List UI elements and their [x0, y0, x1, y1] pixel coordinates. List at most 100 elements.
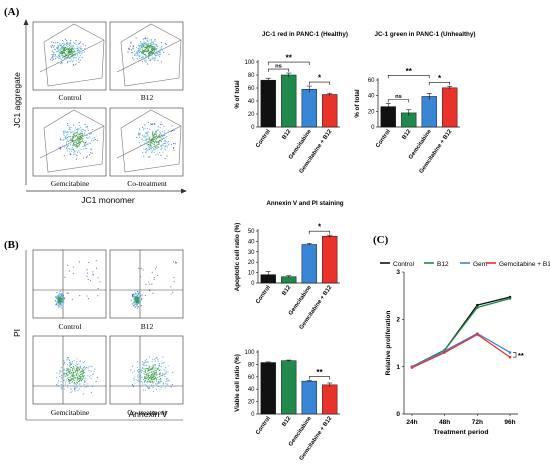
- flow-event-dot: [153, 151, 155, 154]
- flow-event-dot: [62, 131, 65, 133]
- flow-event-dot: [151, 360, 153, 362]
- flow-event-dot: [60, 47, 63, 49]
- flow-event-dot: [149, 52, 151, 54]
- flow-event-dot: [143, 128, 145, 130]
- flow-event-dot: [151, 374, 153, 376]
- flow-event-dot: [84, 377, 86, 379]
- flow-event-dot: [86, 272, 88, 274]
- flow-event-dot: [94, 138, 96, 141]
- flow-event-dot: [142, 362, 144, 364]
- flow-event-dot: [150, 143, 152, 146]
- flow-event-dot: [67, 293, 69, 295]
- flow-event-dot: [165, 42, 167, 44]
- flow-plot-cotreatment: [109, 335, 184, 405]
- flow-event-dot: [69, 140, 71, 142]
- flow-event-dot: [79, 140, 81, 142]
- flow-event-dot: [60, 307, 62, 309]
- gate-divider: [39, 39, 105, 73]
- flow-event-dot: [151, 135, 153, 137]
- flow-event-dot: [134, 376, 136, 378]
- flow-event-dot: [66, 43, 68, 45]
- flow-event-dot: [73, 47, 75, 49]
- flow-event-dot: [145, 375, 147, 377]
- y-axis-label: Apoptotic cell ratio (%): [234, 223, 241, 292]
- flow-event-dot: [81, 376, 83, 378]
- flow-event-dot: [147, 127, 149, 130]
- flow-event-dot: [57, 41, 59, 44]
- significance-bracket: [267, 61, 310, 66]
- flow-event-dot: [81, 133, 83, 135]
- y-tick-label: 40: [248, 99, 255, 105]
- category-label: B12: [281, 285, 292, 297]
- flow-event-dot: [91, 385, 94, 388]
- flow-event-dot: [146, 150, 148, 152]
- flow-event-dot: [138, 299, 140, 302]
- flow-event-dot: [143, 377, 145, 379]
- flow-event-dot: [157, 143, 159, 145]
- flow-event-dot: [151, 123, 153, 125]
- flow-event-dot: [173, 130, 175, 132]
- flow-event-dot: [139, 133, 141, 135]
- flow-event-dot: [80, 129, 82, 131]
- flow-event-dot: [133, 58, 135, 60]
- flow-event-dot: [147, 379, 149, 381]
- flow-event-dot: [139, 142, 141, 144]
- flow-event-dot: [156, 147, 158, 149]
- flow-event-dot: [78, 56, 80, 58]
- flow-event-dot: [145, 44, 147, 46]
- flow-event-dot: [77, 134, 79, 136]
- flow-event-dot: [87, 375, 89, 377]
- y-tick-label: 3: [396, 269, 400, 276]
- flow-event-dot: [148, 375, 150, 377]
- flow-event-dot: [143, 41, 145, 43]
- flow-event-dot: [68, 368, 70, 370]
- flow-event-dot: [137, 370, 139, 372]
- flow-event-dot: [154, 371, 156, 373]
- flow-event-dot: [60, 375, 63, 377]
- flow-event-dot: [148, 138, 150, 140]
- y-tick-label: 0: [396, 411, 400, 418]
- y-tick-label: 10: [248, 271, 255, 277]
- flow-event-dot: [132, 385, 134, 387]
- flow-event-dot: [92, 140, 94, 142]
- flow-event-dot: [159, 140, 161, 142]
- flow-event-dot: [145, 38, 147, 40]
- flow-event-dot: [132, 302, 135, 304]
- flow-b-x-axis-label: Annexin V: [129, 409, 168, 419]
- flow-label-control: Control: [59, 322, 82, 331]
- flow-event-dot: [75, 144, 77, 146]
- flow-event-dot: [151, 58, 153, 61]
- flow-event-dot: [151, 50, 154, 52]
- flow-event-dot: [132, 365, 134, 367]
- flow-event-dot: [73, 151, 75, 153]
- flow-event-dot: [133, 303, 135, 305]
- flow-event-dot: [76, 367, 79, 369]
- flow-event-dot: [56, 302, 58, 305]
- flow-event-dot: [84, 134, 87, 136]
- flow-event-dot: [97, 277, 99, 279]
- flow-plot-gemcitabine: [32, 107, 107, 177]
- y-tick-label: 80: [248, 73, 255, 79]
- flow-event-dot: [144, 136, 146, 138]
- flow-event-dot: [63, 363, 65, 366]
- flow-event-dot: [149, 137, 151, 139]
- flow-cytometry-b: Control B12 Gemcitabine Co-treatment PI …: [12, 249, 184, 421]
- flow-event-dot: [165, 383, 167, 385]
- flow-event-dot: [144, 148, 147, 150]
- flow-event-dot: [82, 129, 84, 131]
- flow-event-dot: [150, 141, 152, 143]
- flow-event-dot: [81, 53, 83, 55]
- flow-event-dot: [147, 144, 150, 146]
- flow-event-dot: [152, 373, 154, 375]
- flow-event-dot: [143, 148, 145, 150]
- flow-event-dot: [58, 58, 60, 60]
- flow-event-dot: [152, 376, 154, 378]
- flow-event-dot: [63, 379, 66, 381]
- flow-event-dot: [141, 138, 144, 140]
- flow-event-dot: [145, 373, 148, 375]
- flow-event-dot: [167, 142, 169, 144]
- flow-event-dot: [156, 54, 158, 56]
- flow-event-dot: [159, 372, 161, 374]
- flow-event-dot: [172, 261, 175, 263]
